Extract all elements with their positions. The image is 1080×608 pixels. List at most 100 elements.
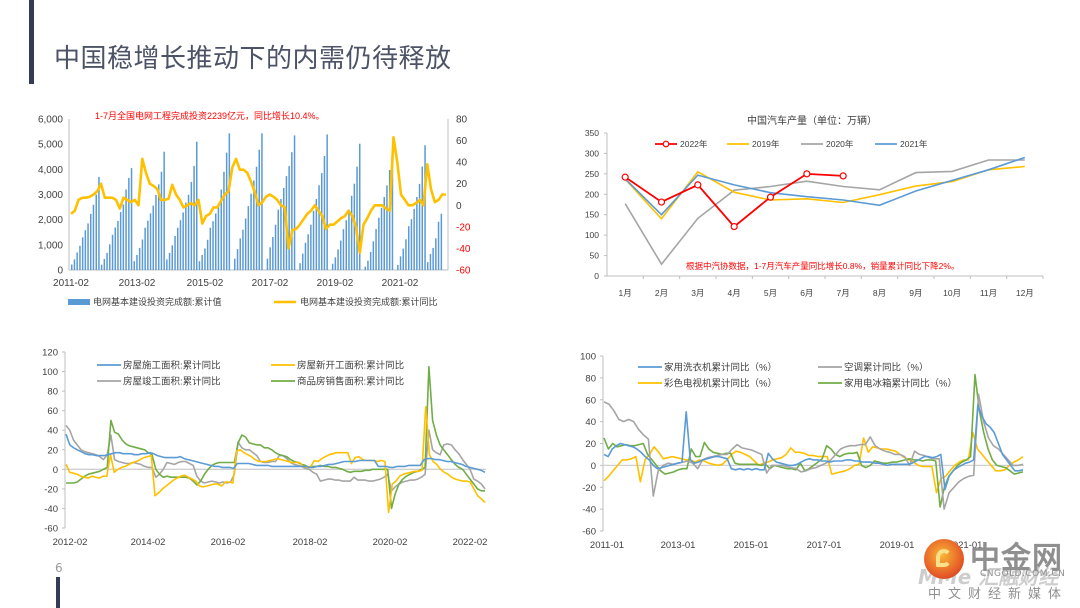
bar-mark <box>182 212 184 270</box>
y-tick-label: 350 <box>585 128 599 138</box>
series-line-2020年 <box>624 159 1025 266</box>
bar-mark <box>375 229 377 270</box>
y-tick-label: 100 <box>585 230 599 240</box>
series-line <box>603 393 1024 510</box>
bar-mark <box>225 152 228 270</box>
bar-mark <box>424 145 426 270</box>
chart-annotation: 根据中汽协数据，1-7月汽车产量同比增长0.8%，销量累计同比下降2%。 <box>686 261 959 271</box>
bar-mark <box>427 262 429 270</box>
watermark-domain: CNGOLD.COM.CN <box>980 569 1066 579</box>
bar-mark <box>125 189 127 270</box>
legend-label: 2020年 <box>826 139 854 149</box>
x-tick-label: 2011-02 <box>53 278 89 289</box>
bar-mark <box>421 166 423 270</box>
bar-mark <box>402 248 404 270</box>
bar-mark <box>372 241 375 270</box>
bar-mark <box>318 185 320 270</box>
legend-label: 电网基本建设投资完成额:累计值 <box>93 296 222 307</box>
bar-mark <box>340 240 342 270</box>
bar-mark <box>144 227 146 270</box>
bar-mark <box>418 183 421 270</box>
title-accent-bar <box>29 0 34 84</box>
bar-mark <box>141 239 144 270</box>
y-left-tick-label: 2,000 <box>38 215 63 226</box>
bar-mark <box>437 221 440 270</box>
x-tick-label: 12月 <box>1016 288 1034 298</box>
y-left-tick-label: 3,000 <box>38 190 63 201</box>
x-tick-label: 2021-01 <box>948 540 983 551</box>
bar-mark <box>247 206 250 270</box>
bar-mark <box>239 238 241 270</box>
bar-mark <box>405 239 407 270</box>
series-line-2021年 <box>624 156 1026 216</box>
bar-mark <box>378 217 380 270</box>
bar-mark <box>106 252 108 270</box>
bar-mark <box>114 227 116 270</box>
y-tick-label: 250 <box>585 169 599 179</box>
y-tick-label: 60 <box>585 395 596 406</box>
bar-mark <box>242 229 244 270</box>
bar-mark <box>128 177 130 270</box>
bar-mark <box>342 229 345 270</box>
bar-mark <box>158 184 160 270</box>
bar-mark <box>236 249 239 270</box>
bar-mark <box>397 265 399 270</box>
bar-mark <box>356 166 358 270</box>
bar-mark <box>399 256 402 270</box>
data-point-marker <box>730 222 738 231</box>
data-point-marker <box>694 181 702 189</box>
bar-mark <box>304 242 307 270</box>
bar-mark <box>95 194 97 270</box>
bar-mark <box>160 171 163 270</box>
y-tick-label: -40 <box>44 504 58 515</box>
bar-mark <box>73 259 76 270</box>
legend-label: 房屋竣工面积:累计同比 <box>123 376 221 388</box>
bar-mark <box>217 204 220 270</box>
legend-label: 家用洗衣机累计同比（%） <box>664 362 777 374</box>
bar-mark <box>266 258 269 270</box>
x-tick-label: 2011-01 <box>590 540 624 551</box>
grid-investment-chart: 0 1,000 2,000 3,000 4,000 5,000 6,000 -60 -40 -20… <box>38 110 471 307</box>
y-tick-label: 300 <box>585 148 599 158</box>
bar-mark <box>380 207 383 270</box>
home-appliances-chart: -60 -40 -20 0 20 40 60 80 100 2011-01 2013-01 2015-… <box>580 352 1024 551</box>
bar-mark <box>98 176 100 270</box>
series-line <box>66 365 485 510</box>
bar-mark <box>171 245 173 270</box>
y-tick-label: -40 <box>582 505 596 516</box>
bar-mark <box>348 209 350 270</box>
legend-label: 2019年 <box>752 139 780 149</box>
y-tick-label: 0 <box>594 271 599 281</box>
bar-mark <box>163 151 165 270</box>
bar-mark <box>100 264 103 270</box>
bar-mark <box>413 208 415 270</box>
x-tick-label: 2013-01 <box>661 540 696 551</box>
y-tick-label: 100 <box>580 352 596 363</box>
auto-production-chart: 0 50 100 150 200 250 300 350 1月 2月 3月 4月 5月 6月 7月 8月 9月 1… <box>585 114 1044 298</box>
bar-mark <box>429 253 432 270</box>
y-tick-label: 20 <box>585 439 596 450</box>
bar-mark <box>168 252 171 270</box>
y-tick-label: 100 <box>42 367 58 378</box>
bar-mark <box>174 236 176 270</box>
bar-mark <box>432 247 434 270</box>
bar-mark <box>109 244 111 270</box>
x-tick-label: 1月 <box>619 288 632 298</box>
bar-mark <box>117 220 119 270</box>
bar-mark <box>204 248 206 270</box>
x-tick-label: 11月 <box>980 288 997 298</box>
bar-mark <box>293 135 296 270</box>
bar-mark <box>223 171 225 270</box>
x-tick-label: 9月 <box>909 288 922 298</box>
x-tick-label: 2019-02 <box>317 278 354 289</box>
legend-swatch-bar <box>68 299 90 305</box>
data-point-marker <box>766 193 775 201</box>
bar-mark <box>92 204 95 270</box>
x-tick-label: 2015-01 <box>734 540 769 551</box>
y-left-tick-label: 5,000 <box>38 140 63 151</box>
bar-mark <box>244 218 247 270</box>
bar-mark <box>299 263 301 270</box>
yoy-line <box>70 136 446 254</box>
data-point-marker <box>621 173 629 181</box>
